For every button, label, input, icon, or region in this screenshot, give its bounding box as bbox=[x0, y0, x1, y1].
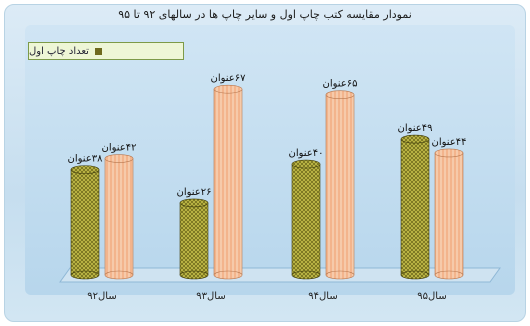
data-label: ۶۷عنوان bbox=[210, 73, 246, 84]
data-label: ۴۹عنوان bbox=[397, 123, 432, 134]
chart-legend: تعداد چاپ اول bbox=[28, 42, 184, 60]
data-label: ۲۶عنوان bbox=[176, 187, 211, 198]
legend-label: تعداد چاپ اول bbox=[29, 45, 89, 57]
chart-title: نمودار مقایسه کتب چاپ اول و سایر چاپ ها … bbox=[118, 8, 412, 21]
bar-other-prints-4 bbox=[434, 148, 464, 280]
bar-other-prints-1 bbox=[104, 154, 134, 280]
x-tick-label: سال۹۳ bbox=[196, 291, 225, 302]
data-label: ۴۰عنوان bbox=[288, 148, 323, 159]
bar-first-print-1 bbox=[70, 165, 100, 280]
data-label: ۴۲عنوان bbox=[101, 143, 136, 154]
data-label: ۳۸عنوان bbox=[67, 154, 103, 165]
bar-other-prints-2 bbox=[213, 84, 243, 280]
legend-swatch bbox=[94, 47, 102, 55]
bar-first-print-4 bbox=[400, 134, 430, 280]
bar-first-print-2 bbox=[179, 198, 209, 280]
x-tick-label: سال۹۲ bbox=[87, 291, 116, 302]
bar-first-print-3 bbox=[291, 159, 321, 280]
data-label: ۶۵عنوان bbox=[322, 79, 357, 90]
data-label: ۴۴عنوان bbox=[431, 137, 466, 148]
x-tick-label: سال۹۵ bbox=[417, 291, 446, 302]
chart-floor bbox=[59, 267, 501, 283]
bar-other-prints-3 bbox=[325, 90, 355, 280]
x-tick-label: سال۹۴ bbox=[308, 291, 337, 302]
